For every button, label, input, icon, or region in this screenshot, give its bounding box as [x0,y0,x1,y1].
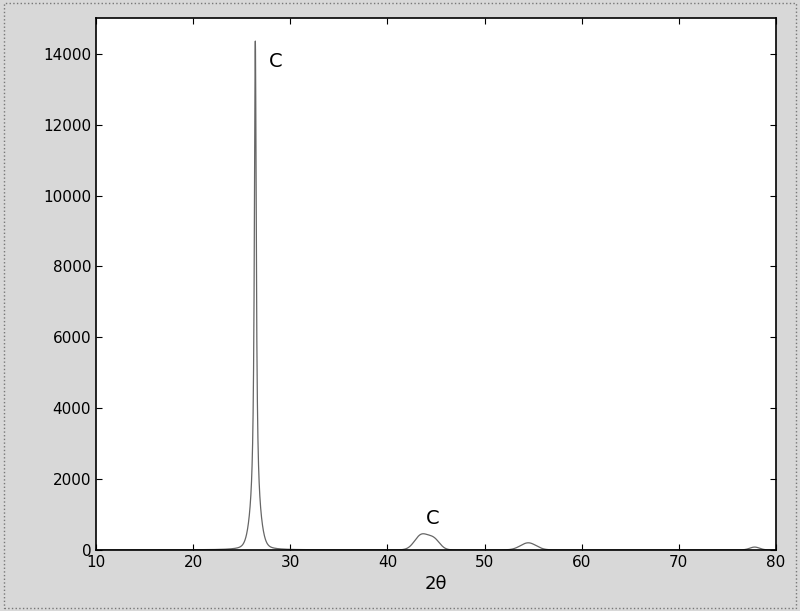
Text: C: C [269,53,282,71]
X-axis label: 2θ: 2θ [425,576,447,593]
Text: C: C [426,509,440,528]
